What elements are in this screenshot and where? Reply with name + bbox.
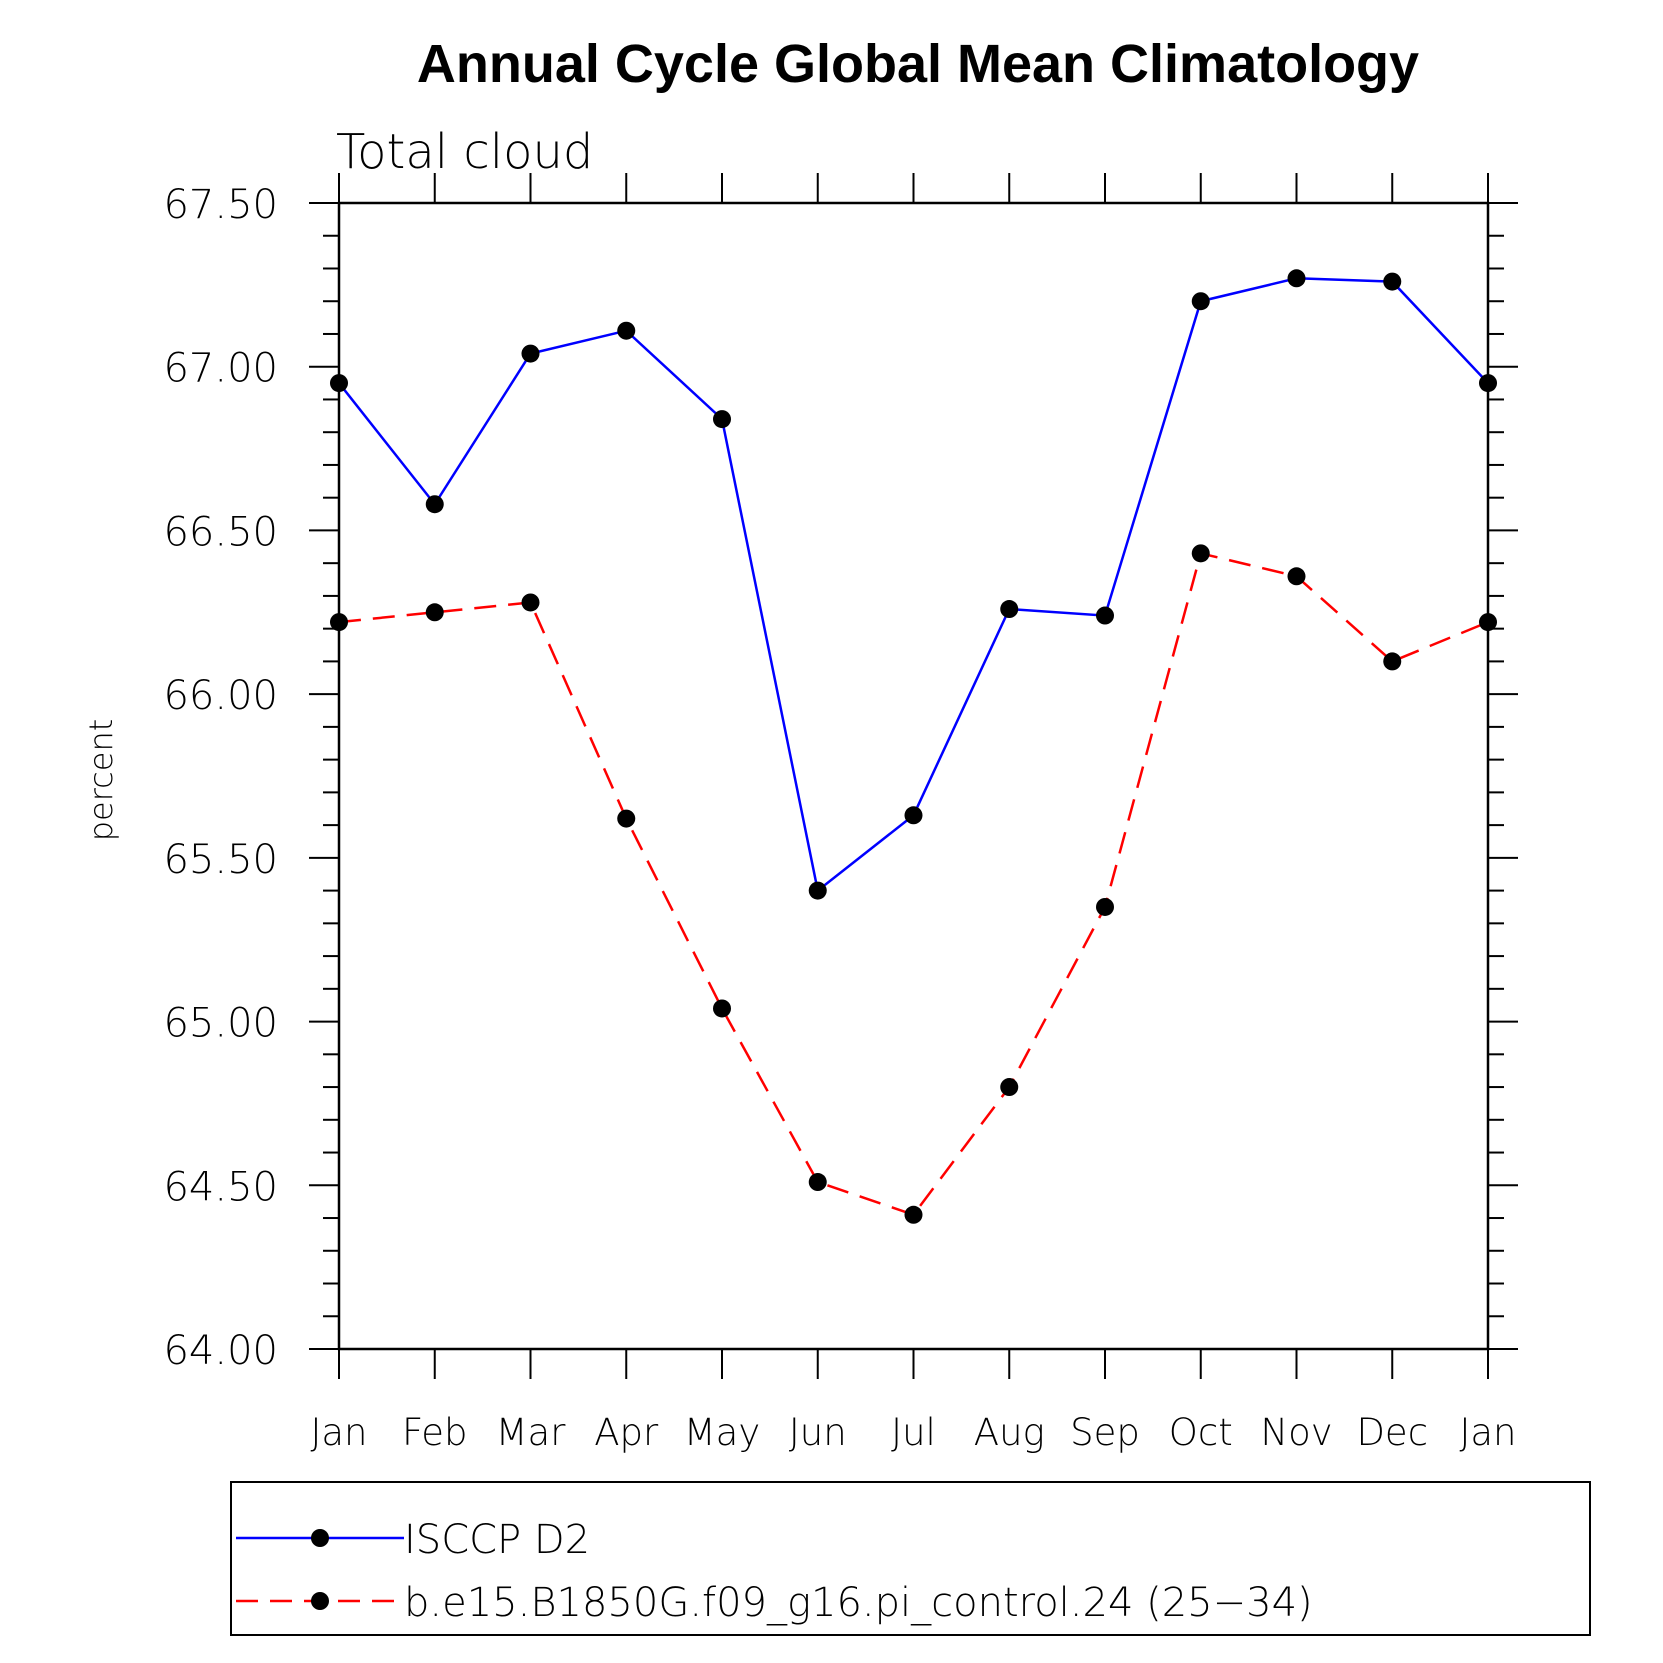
data-point-series-1 — [904, 1205, 923, 1224]
data-point-series-0 — [1000, 600, 1019, 619]
data-point-series-1 — [1191, 544, 1210, 563]
y-tick-label: 65.50 — [163, 837, 278, 883]
y-tick-label: 66.00 — [163, 673, 278, 719]
x-tick-label: Feb — [402, 1411, 468, 1454]
data-point-series-1 — [1383, 652, 1402, 671]
data-point-series-0 — [904, 806, 923, 825]
legend-label-0: ISCCP D2 — [404, 1517, 590, 1563]
data-point-series-0 — [1096, 606, 1114, 625]
x-tick-label: Aug — [974, 1411, 1045, 1454]
series-line-0 — [338, 277, 1489, 893]
data-point-series-1 — [1000, 1078, 1019, 1097]
y-tick-label: 65.00 — [163, 1001, 278, 1047]
data-point-series-0 — [521, 344, 540, 363]
y-tick-labels: 64.00 64.50 65.00 65.50 66.00 66.50 67.00 67.50 — [163, 182, 278, 1374]
data-point-series-0 — [425, 495, 444, 514]
data-point-series-0 — [1287, 269, 1306, 288]
legend: ISCCP D2 b.e15.B1850G.f09_g16.pi_control.… — [236, 1517, 1313, 1626]
y-axis-label: percent — [82, 719, 120, 842]
chart-subtitle: Total cloud — [336, 124, 593, 180]
y-tick-label: 67.50 — [163, 182, 278, 228]
x-tick-label: Dec — [1356, 1411, 1428, 1454]
data-point-series-1 — [521, 593, 540, 612]
legend-marker-0 — [311, 1529, 329, 1547]
data-point-series-1 — [425, 603, 444, 622]
x-tick-label: Oct — [1169, 1411, 1233, 1454]
legend-label-1: b.e15.B1850G.f09_g16.pi_control.24 (25−3… — [404, 1580, 1313, 1626]
x-tick-label: Jan — [1459, 1411, 1516, 1454]
legend-marker-1 — [311, 1592, 329, 1610]
data-point-series-1 — [1287, 567, 1306, 586]
series-layer — [330, 269, 1497, 1224]
y-tick-label: 66.50 — [163, 509, 278, 555]
x-tick-label: Mar — [496, 1411, 567, 1454]
data-point-series-0 — [1191, 292, 1210, 311]
data-point-series-0 — [1383, 272, 1402, 291]
plot-area-frame — [337, 201, 1490, 1351]
y-tick-label: 64.50 — [163, 1164, 278, 1210]
chart-title: Annual Cycle Global Mean Climatology — [417, 34, 1419, 94]
data-point-series-1 — [617, 809, 636, 828]
data-point-series-1 — [1096, 897, 1114, 916]
data-point-series-1 — [330, 613, 348, 632]
x-tick-label: May — [684, 1411, 761, 1454]
data-point-series-0 — [330, 374, 348, 393]
x-tick-labels: Jan Feb Mar Apr May Jun Jul Aug Sep Oct Nov Dec Jan — [310, 1411, 1516, 1454]
data-point-series-1 — [713, 999, 731, 1018]
series-line-1 — [338, 551, 1489, 1217]
x-tick-label: Jan — [310, 1411, 367, 1454]
y-tick-label: 64.00 — [163, 1328, 278, 1374]
x-tick-label: Sep — [1070, 1411, 1140, 1454]
axis-ticks — [309, 173, 1518, 1379]
data-point-series-1 — [1479, 613, 1497, 632]
y-tick-label: 67.00 — [163, 346, 278, 392]
legend-box — [230, 1481, 1591, 1636]
x-tick-label: Jun — [789, 1411, 847, 1454]
data-point-series-1 — [808, 1173, 827, 1192]
x-tick-label: Jul — [891, 1411, 936, 1454]
x-tick-label: Apr — [594, 1411, 659, 1454]
data-point-series-0 — [713, 410, 731, 429]
data-point-series-0 — [1479, 374, 1497, 393]
data-point-series-0 — [808, 881, 827, 900]
x-tick-label: Nov — [1260, 1411, 1332, 1454]
data-point-series-0 — [617, 321, 636, 340]
